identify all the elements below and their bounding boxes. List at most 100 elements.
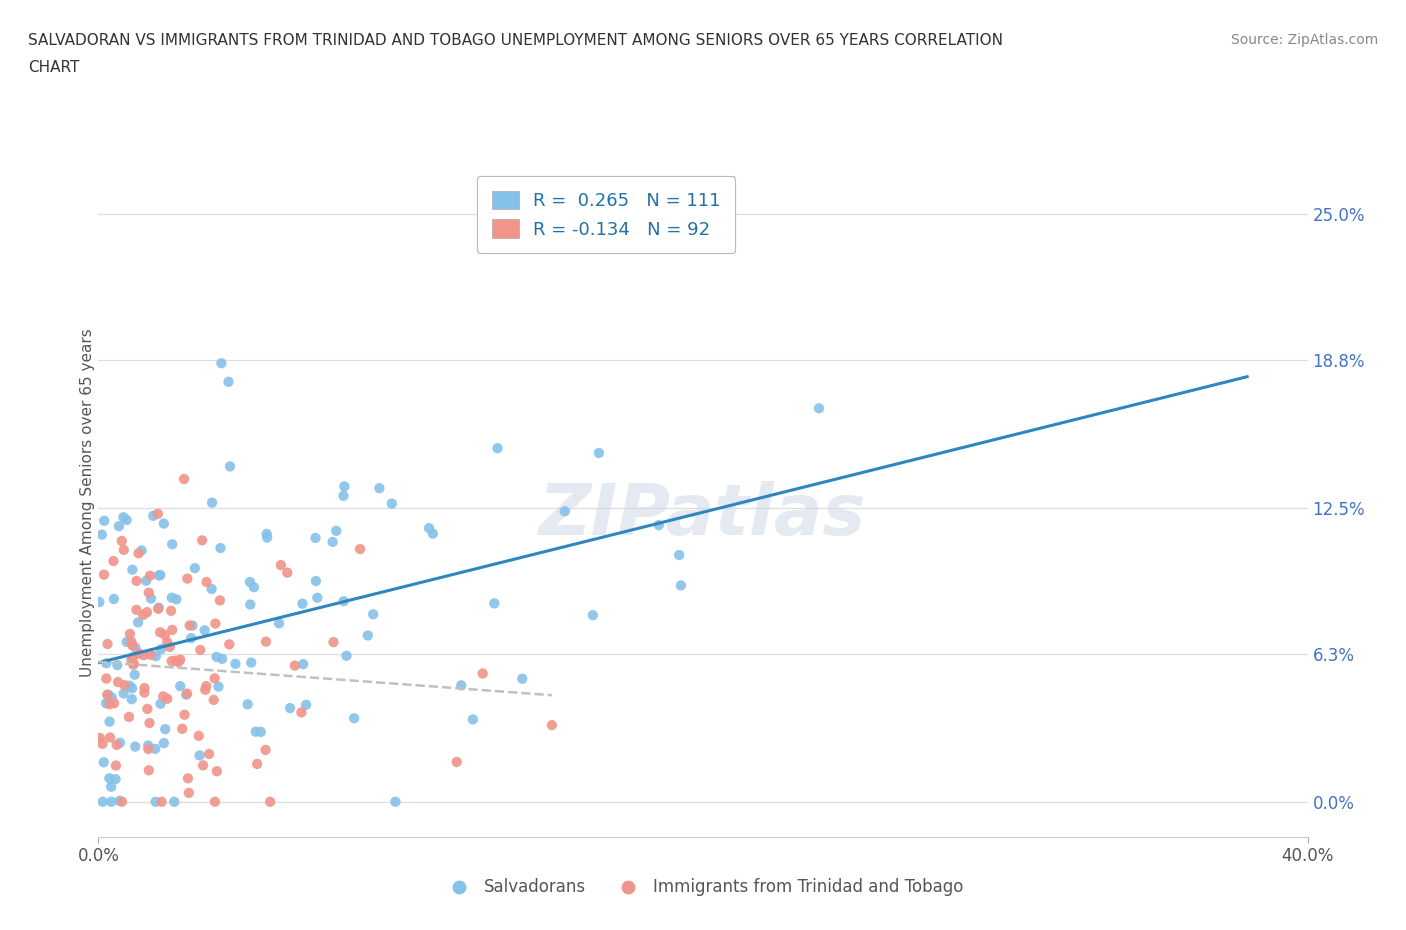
- Point: [173, 707, 195, 722]
- Point: [205, 764, 228, 778]
- Point: [118, 710, 141, 724]
- Point: [267, 616, 290, 631]
- Point: [139, 591, 162, 606]
- Y-axis label: Unemployment Among Seniors over 65 years: Unemployment Among Seniors over 65 years: [80, 328, 94, 677]
- Point: [211, 651, 233, 666]
- Point: [108, 793, 131, 808]
- Point: [160, 537, 183, 551]
- Point: [422, 526, 444, 541]
- Point: [181, 618, 204, 633]
- Point: [127, 615, 149, 630]
- Point: [96, 687, 118, 702]
- Point: [112, 686, 135, 701]
- Point: [184, 561, 207, 576]
- Point: [125, 603, 148, 618]
- Point: [201, 581, 224, 596]
- Point: [96, 656, 118, 671]
- Point: [97, 687, 120, 702]
- Point: [111, 794, 134, 809]
- Point: [153, 736, 176, 751]
- Point: [104, 772, 127, 787]
- Point: [254, 634, 277, 649]
- Point: [167, 655, 190, 670]
- Point: [91, 794, 114, 809]
- Point: [145, 649, 167, 664]
- Point: [208, 593, 231, 608]
- Point: [122, 658, 145, 672]
- Point: [90, 527, 112, 542]
- Point: [160, 591, 183, 605]
- Point: [115, 512, 138, 527]
- Point: [128, 546, 150, 561]
- Point: [108, 736, 131, 751]
- Point: [103, 696, 125, 711]
- Point: [209, 540, 232, 555]
- Point: [177, 771, 200, 786]
- Point: [138, 715, 160, 730]
- Point: [357, 628, 380, 643]
- Text: ZIPatlas: ZIPatlas: [540, 481, 866, 550]
- Point: [108, 519, 131, 534]
- Point: [808, 401, 831, 416]
- Point: [224, 657, 246, 671]
- Point: [142, 509, 165, 524]
- Point: [486, 441, 509, 456]
- Point: [461, 712, 484, 727]
- Point: [150, 642, 173, 657]
- Point: [149, 625, 172, 640]
- Point: [134, 685, 156, 700]
- Point: [322, 535, 344, 550]
- Point: [121, 638, 143, 653]
- Point: [325, 524, 347, 538]
- Point: [93, 755, 115, 770]
- Point: [98, 697, 121, 711]
- Point: [138, 585, 160, 600]
- Point: [94, 696, 117, 711]
- Point: [204, 616, 226, 631]
- Point: [270, 558, 292, 573]
- Point: [582, 607, 605, 622]
- Point: [195, 575, 218, 590]
- Point: [384, 794, 406, 809]
- Point: [89, 730, 111, 745]
- Point: [668, 548, 690, 563]
- Point: [114, 678, 136, 693]
- Point: [120, 634, 142, 649]
- Point: [156, 635, 179, 650]
- Point: [107, 658, 129, 672]
- Point: [128, 646, 150, 661]
- Point: [118, 678, 141, 693]
- Point: [471, 666, 494, 681]
- Point: [249, 724, 271, 739]
- Point: [160, 622, 183, 637]
- Point: [335, 648, 357, 663]
- Point: [149, 697, 172, 711]
- Point: [98, 730, 121, 745]
- Point: [450, 678, 472, 693]
- Point: [124, 668, 146, 683]
- Point: [138, 763, 160, 777]
- Point: [418, 521, 440, 536]
- Point: [169, 679, 191, 694]
- Point: [305, 574, 328, 589]
- Text: Source: ZipAtlas.com: Source: ZipAtlas.com: [1230, 33, 1378, 46]
- Point: [172, 722, 194, 737]
- Point: [148, 600, 170, 615]
- Point: [173, 472, 195, 486]
- Point: [136, 701, 159, 716]
- Point: [218, 637, 240, 652]
- Point: [96, 671, 118, 686]
- Point: [284, 658, 307, 673]
- Point: [332, 488, 354, 503]
- Point: [115, 634, 138, 649]
- Point: [198, 747, 221, 762]
- Point: [307, 591, 329, 605]
- Point: [218, 375, 240, 390]
- Point: [174, 687, 197, 702]
- Point: [648, 518, 671, 533]
- Point: [136, 741, 159, 756]
- Point: [165, 654, 187, 669]
- Point: [103, 591, 125, 606]
- Point: [155, 722, 177, 737]
- Text: CHART: CHART: [28, 60, 80, 75]
